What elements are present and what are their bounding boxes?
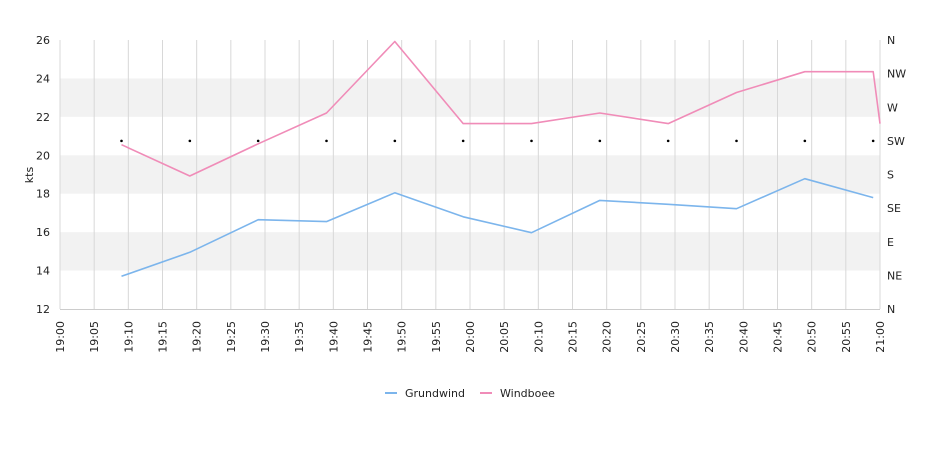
- x-tick-label: 19:30: [259, 321, 272, 353]
- x-tick-label: 20:55: [840, 321, 853, 353]
- direction-marker: [598, 139, 602, 143]
- x-tick-label: 19:55: [430, 321, 443, 353]
- y-tick-label: 14: [36, 265, 50, 278]
- x-tick-label: 19:50: [396, 321, 409, 353]
- direction-marker: [461, 139, 465, 143]
- y2-tick-label: E: [887, 236, 894, 249]
- x-tick-label: 19:00: [54, 321, 67, 353]
- y-axis-label: kts: [23, 167, 36, 184]
- y2-tick-label: SE: [887, 202, 901, 215]
- x-tick-label: 19:05: [88, 321, 101, 353]
- series-line-grundwind: [121, 177, 874, 278]
- x-tick-label: 20:20: [601, 321, 614, 353]
- vertical-gridlines: [59, 40, 881, 309]
- y2-tick-label: NW: [887, 68, 906, 81]
- direction-marker: [666, 139, 670, 143]
- direction-marker: [871, 139, 875, 143]
- x-tick-label: 20:30: [669, 321, 682, 353]
- y2-tick-label: W: [887, 101, 898, 114]
- y2-axis-ticks: N NE E SE S SW W NW N: [887, 34, 906, 316]
- legend: Grundwind Windboee: [385, 387, 555, 400]
- direction-marker: [803, 139, 807, 143]
- y-tick-label: 24: [36, 72, 50, 85]
- direction-marker: [530, 139, 533, 143]
- y2-tick-label: N: [887, 303, 895, 316]
- x-tick-label: 19:20: [191, 321, 204, 353]
- x-tick-label: 19:15: [157, 321, 170, 353]
- direction-marker: [256, 139, 260, 143]
- y-tick-label: 22: [36, 111, 50, 124]
- x-tick-label: 19:25: [225, 321, 238, 353]
- x-axis-ticks: 19:00 19:05 19:10 19:15 19:20 19:25 19:30 19:35…: [54, 321, 887, 353]
- x-tick-label: 20:45: [772, 321, 785, 353]
- y-axis-ticks: 12 14 16 18 20 22 24 26: [36, 34, 50, 316]
- x-tick-label: 20:25: [635, 321, 648, 353]
- x-tick-label: 20:35: [703, 321, 716, 353]
- legend-label: Grundwind: [405, 387, 465, 400]
- x-tick-label: 20:50: [806, 321, 819, 353]
- y2-tick-label: NE: [887, 269, 902, 282]
- y2-tick-label: S: [887, 169, 894, 182]
- x-tick-label: 20:40: [737, 321, 750, 353]
- x-tick-label: 20:00: [464, 321, 477, 353]
- series-lines: [121, 40, 881, 278]
- direction-marker: [188, 139, 192, 143]
- y-tick-label: 16: [36, 226, 50, 239]
- y-tick-label: 26: [36, 34, 50, 47]
- x-tick-label: 20:10: [532, 321, 545, 353]
- direction-marker: [325, 139, 328, 143]
- x-tick-label: 20:15: [567, 321, 580, 353]
- y-tick-label: 12: [36, 303, 50, 316]
- x-tick-label: 20:05: [498, 321, 511, 353]
- series-line-windboee: [121, 40, 881, 177]
- y-tick-label: 20: [36, 149, 50, 162]
- x-tick-label: 19:35: [293, 321, 306, 353]
- direction-marker: [393, 139, 397, 143]
- direction-marker: [120, 139, 123, 143]
- x-tick-label: 21:00: [874, 321, 887, 353]
- y2-tick-label: N: [887, 34, 895, 47]
- y2-tick-label: SW: [887, 135, 905, 148]
- direction-marker: [735, 139, 738, 143]
- x-tick-label: 19:40: [327, 321, 340, 353]
- direction-markers: [120, 139, 875, 143]
- x-tick-label: 19:45: [362, 321, 375, 353]
- y-tick-label: 18: [36, 188, 50, 201]
- x-tick-label: 19:10: [122, 321, 135, 353]
- legend-label: Windboee: [500, 387, 555, 400]
